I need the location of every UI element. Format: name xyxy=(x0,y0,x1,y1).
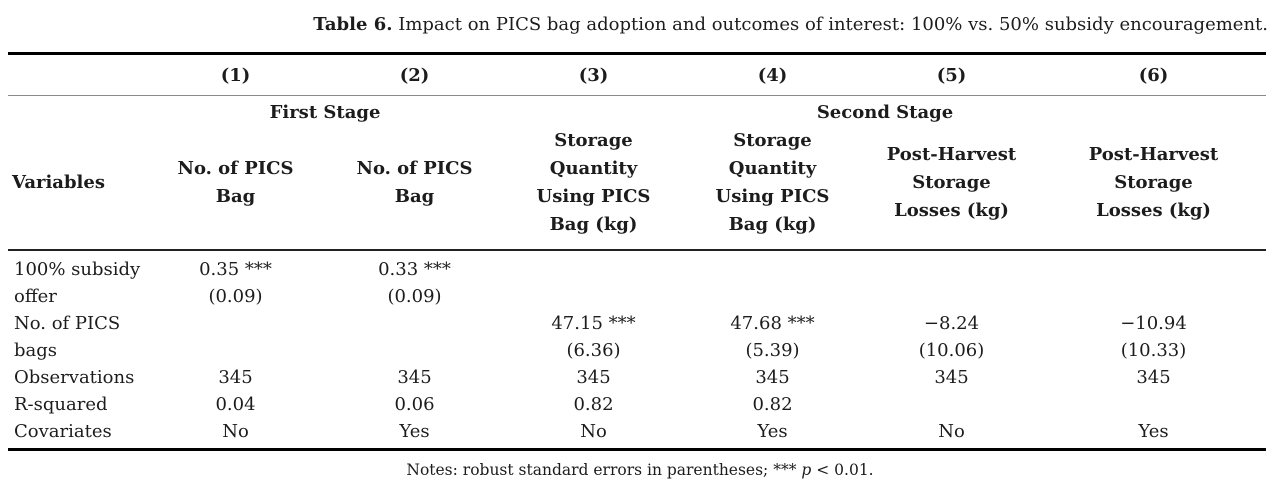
column-header: Storage Quantity Using PICS Bag (kg) xyxy=(683,125,862,251)
variables-header: Variables xyxy=(8,125,146,251)
table-caption-text: Impact on PICS bag adoption and outcomes… xyxy=(392,14,1268,35)
table-row: Covariates No Yes No Yes No Yes xyxy=(8,418,1266,450)
table-row: bags (6.36) (5.39) (10.06) (10.33) xyxy=(8,337,1266,364)
table-row: Observations 345 345 345 345 345 345 xyxy=(8,364,1266,391)
data-cell: 47.15 *** xyxy=(551,313,636,334)
table-caption-number: Table 6. xyxy=(313,14,393,35)
data-cell: (5.39) xyxy=(745,340,800,361)
data-cell xyxy=(683,283,862,310)
data-cell: Yes xyxy=(399,421,430,442)
row-label: 100% subsidy xyxy=(14,259,141,280)
column-header: Post-Harvest Storage Losses (kg) xyxy=(1041,125,1266,251)
data-cell: 345 xyxy=(755,367,790,388)
data-cell: No xyxy=(222,421,249,442)
stage-group-second: Second Stage xyxy=(816,102,954,123)
data-cell xyxy=(146,337,325,364)
data-cell: (6.36) xyxy=(566,340,621,361)
row-label: No. of PICS xyxy=(14,313,121,334)
column-header: Post-Harvest Storage Losses (kg) xyxy=(862,125,1041,251)
row-label: Observations xyxy=(14,367,135,388)
stage-empty-cell xyxy=(8,96,146,126)
corner-cell xyxy=(8,53,146,96)
data-cell xyxy=(325,310,504,337)
row-label: Covariates xyxy=(14,421,112,442)
data-cell: No xyxy=(580,421,607,442)
column-number: (6) xyxy=(1041,53,1266,96)
regression-table: (1) (2) (3) (4) (5) (6) First Stage Seco… xyxy=(8,52,1266,451)
data-cell: −10.94 xyxy=(1120,313,1187,334)
data-cell: (10.33) xyxy=(1120,340,1187,361)
table-notes: Notes: robust standard errors in parenth… xyxy=(8,459,1272,481)
data-cell: 0.35 *** xyxy=(199,259,272,280)
data-cell xyxy=(862,391,1041,418)
column-headers-row: Variables No. of PICS Bag No. of PICS Ba… xyxy=(8,125,1266,251)
data-cell: 345 xyxy=(1136,367,1171,388)
row-label: R-squared xyxy=(14,394,108,415)
column-header: No. of PICS Bag xyxy=(325,125,504,251)
notes-prefix: Notes: robust standard errors in parenth… xyxy=(406,461,802,479)
data-cell xyxy=(504,283,683,310)
data-cell xyxy=(1041,283,1266,310)
column-number: (5) xyxy=(862,53,1041,96)
data-cell: (0.09) xyxy=(208,286,263,307)
column-number: (2) xyxy=(325,53,504,96)
column-number: (3) xyxy=(504,53,683,96)
table-row: R-squared 0.04 0.06 0.82 0.82 xyxy=(8,391,1266,418)
data-cell: 345 xyxy=(934,367,969,388)
table-row: No. of PICS 47.15 *** 47.68 *** −8.24 −1… xyxy=(8,310,1266,337)
data-cell: −8.24 xyxy=(923,313,980,334)
data-cell xyxy=(1041,391,1266,418)
data-cell: 0.06 xyxy=(394,394,435,415)
data-cell xyxy=(504,250,683,283)
data-cell xyxy=(325,337,504,364)
notes-p-symbol: p xyxy=(801,461,812,479)
table-row: offer (0.09) (0.09) xyxy=(8,283,1266,310)
data-cell: 47.68 *** xyxy=(730,313,815,334)
column-number: (1) xyxy=(146,53,325,96)
data-cell xyxy=(862,283,1041,310)
column-numbers-row: (1) (2) (3) (4) (5) (6) xyxy=(8,53,1266,96)
data-cell: 345 xyxy=(218,367,253,388)
data-cell: No xyxy=(938,421,965,442)
data-cell: 345 xyxy=(576,367,611,388)
column-header: No. of PICS Bag xyxy=(146,125,325,251)
column-number: (4) xyxy=(683,53,862,96)
data-cell: Yes xyxy=(757,421,788,442)
data-cell xyxy=(683,250,862,283)
data-cell: (0.09) xyxy=(387,286,442,307)
data-cell xyxy=(1041,250,1266,283)
data-cell: 345 xyxy=(397,367,432,388)
data-cell xyxy=(146,310,325,337)
data-cell: Yes xyxy=(1138,421,1169,442)
column-header: Storage Quantity Using PICS Bag (kg) xyxy=(504,125,683,251)
notes-suffix: < 0.01. xyxy=(811,461,874,479)
data-cell: 0.82 xyxy=(752,394,793,415)
table-caption: Table 6. Impact on PICS bag adoption and… xyxy=(8,12,1272,38)
row-label: offer xyxy=(14,286,57,307)
data-cell xyxy=(862,250,1041,283)
stage-groups-row: First Stage Second Stage xyxy=(8,96,1266,126)
stage-group-first: First Stage xyxy=(269,102,381,123)
data-cell: (10.06) xyxy=(918,340,985,361)
data-cell: 0.04 xyxy=(215,394,256,415)
data-cell: 0.82 xyxy=(573,394,614,415)
row-label: bags xyxy=(14,340,58,361)
table-row: 100% subsidy 0.35 *** 0.33 *** xyxy=(8,250,1266,283)
data-cell: 0.33 *** xyxy=(378,259,451,280)
